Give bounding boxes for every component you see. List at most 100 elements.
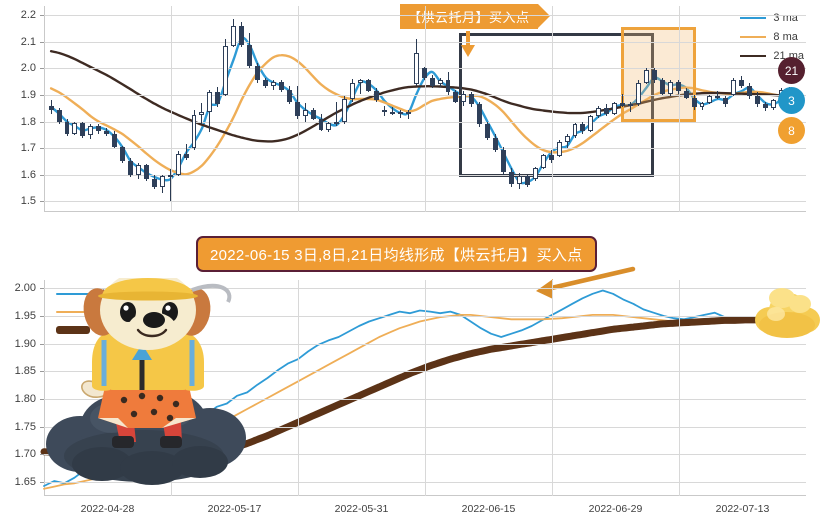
candlestick xyxy=(683,88,689,100)
legend-item[interactable]: 3 ma xyxy=(740,10,804,26)
candlestick xyxy=(64,118,70,137)
candlestick-body xyxy=(413,52,419,85)
candlestick xyxy=(278,80,284,93)
candlestick xyxy=(667,80,673,97)
candlestick-body xyxy=(628,104,634,107)
ma-line-21-ma xyxy=(49,50,799,143)
candlestick xyxy=(715,91,721,100)
candlestick xyxy=(397,109,403,118)
y-tickmark xyxy=(40,121,44,123)
y-tickmark xyxy=(40,174,44,176)
candlestick xyxy=(739,76,745,89)
candlestick xyxy=(167,169,173,202)
candlestick-body xyxy=(747,85,753,97)
legend-item[interactable]: 8 ma xyxy=(740,29,804,45)
top-chart-lines xyxy=(49,36,799,185)
candlestick xyxy=(731,77,737,97)
candlestick-body xyxy=(80,122,86,137)
badge-ma8[interactable]: 8 xyxy=(778,117,805,144)
y-axis-tick-label: 1.70 xyxy=(14,448,36,461)
candlestick-body xyxy=(270,81,276,86)
highlight-rect-orange xyxy=(620,27,696,122)
y-axis-tick-label: 1.95 xyxy=(14,310,36,322)
candlestick xyxy=(540,153,546,170)
candlestick-body xyxy=(382,109,387,113)
candlestick-body xyxy=(294,101,300,117)
dog-mascot-on-cloud xyxy=(46,278,246,485)
candlestick xyxy=(310,108,316,121)
gridline-vertical xyxy=(425,6,426,212)
y-axis-tick-label: 2.1 xyxy=(20,35,36,48)
badge-ma3[interactable]: 3 xyxy=(778,87,805,114)
candlestick-body xyxy=(612,103,618,114)
candlestick-wick xyxy=(360,79,362,94)
candlestick-body xyxy=(48,105,54,110)
y-tickmark xyxy=(40,343,44,345)
candlestick xyxy=(96,124,102,134)
candlestick-body xyxy=(477,104,483,125)
golden-cloud-moon-icon xyxy=(755,288,820,338)
candlestick xyxy=(509,168,514,187)
candlestick xyxy=(675,80,681,94)
x-axis-tick-label: 2022-04-28 xyxy=(80,503,135,515)
candlestick xyxy=(191,109,197,150)
buy-point-callout-label: 【烘云托月】买入点 xyxy=(408,10,530,25)
candlestick-wick xyxy=(630,101,632,113)
candlestick-body xyxy=(683,91,689,98)
candlestick xyxy=(48,100,54,114)
candlestick xyxy=(437,77,443,88)
candlestick-body xyxy=(342,99,348,122)
y-axis-tick-label: 1.65 xyxy=(14,476,36,489)
candlestick-body xyxy=(167,174,173,177)
y-axis-tick-label: 1.7 xyxy=(20,142,36,155)
candlestick xyxy=(651,68,657,84)
candlestick-body xyxy=(675,81,681,92)
candlestick xyxy=(183,144,189,161)
highlight-rect-dark xyxy=(459,32,654,178)
candlestick xyxy=(445,72,451,96)
y-tickmark xyxy=(40,15,44,17)
candlestick-body xyxy=(405,112,411,115)
candlestick xyxy=(88,124,94,139)
candlestick-body xyxy=(763,104,768,109)
y-axis-tick-label: 1.80 xyxy=(14,393,36,406)
candlestick-body xyxy=(588,116,594,131)
candlestick xyxy=(493,133,499,153)
candlestick-body xyxy=(604,108,610,114)
legend-label: 8 ma xyxy=(773,31,798,43)
candlestick-body xyxy=(461,93,467,102)
y-tickmark xyxy=(40,371,44,373)
candlestick xyxy=(56,108,62,125)
candlestick-wick xyxy=(717,91,719,100)
gridline-vertical xyxy=(425,280,426,496)
candlestick-body xyxy=(231,25,237,46)
candlestick-wick xyxy=(336,101,338,126)
y-tickmark xyxy=(40,201,44,203)
candlestick xyxy=(350,79,356,102)
candlestick-body xyxy=(651,69,657,81)
candlestick xyxy=(104,128,110,137)
badge-ma21[interactable]: 21 xyxy=(778,57,805,84)
candlestick xyxy=(636,80,641,106)
candlestick-wick xyxy=(169,169,171,202)
candlestick-body xyxy=(334,121,340,124)
candlestick-body xyxy=(318,118,324,130)
candlestick-body xyxy=(175,153,181,175)
candlestick-body xyxy=(374,91,380,101)
y-axis-tick-label: 2.00 xyxy=(14,282,36,295)
candlestick xyxy=(770,99,776,110)
candlestick-body xyxy=(358,80,364,84)
candlestick xyxy=(286,85,292,105)
candlestick xyxy=(477,101,483,127)
x-axis-tick-label: 2022-06-15 xyxy=(461,503,516,515)
candlestick xyxy=(723,96,729,107)
y-tickmark xyxy=(40,454,44,456)
candlestick-body xyxy=(699,103,705,107)
gridline-vertical xyxy=(298,280,299,496)
y-axis-tick-label: 1.75 xyxy=(14,420,36,433)
candlestick xyxy=(302,103,308,122)
candlestick-body xyxy=(707,96,713,103)
buy-signal-banner-label: 2022-06-15 3日,8日,21日均线形成【烘云托月】买入点 xyxy=(210,246,583,264)
candlestick-body xyxy=(770,100,776,109)
candlestick-body xyxy=(643,69,649,84)
